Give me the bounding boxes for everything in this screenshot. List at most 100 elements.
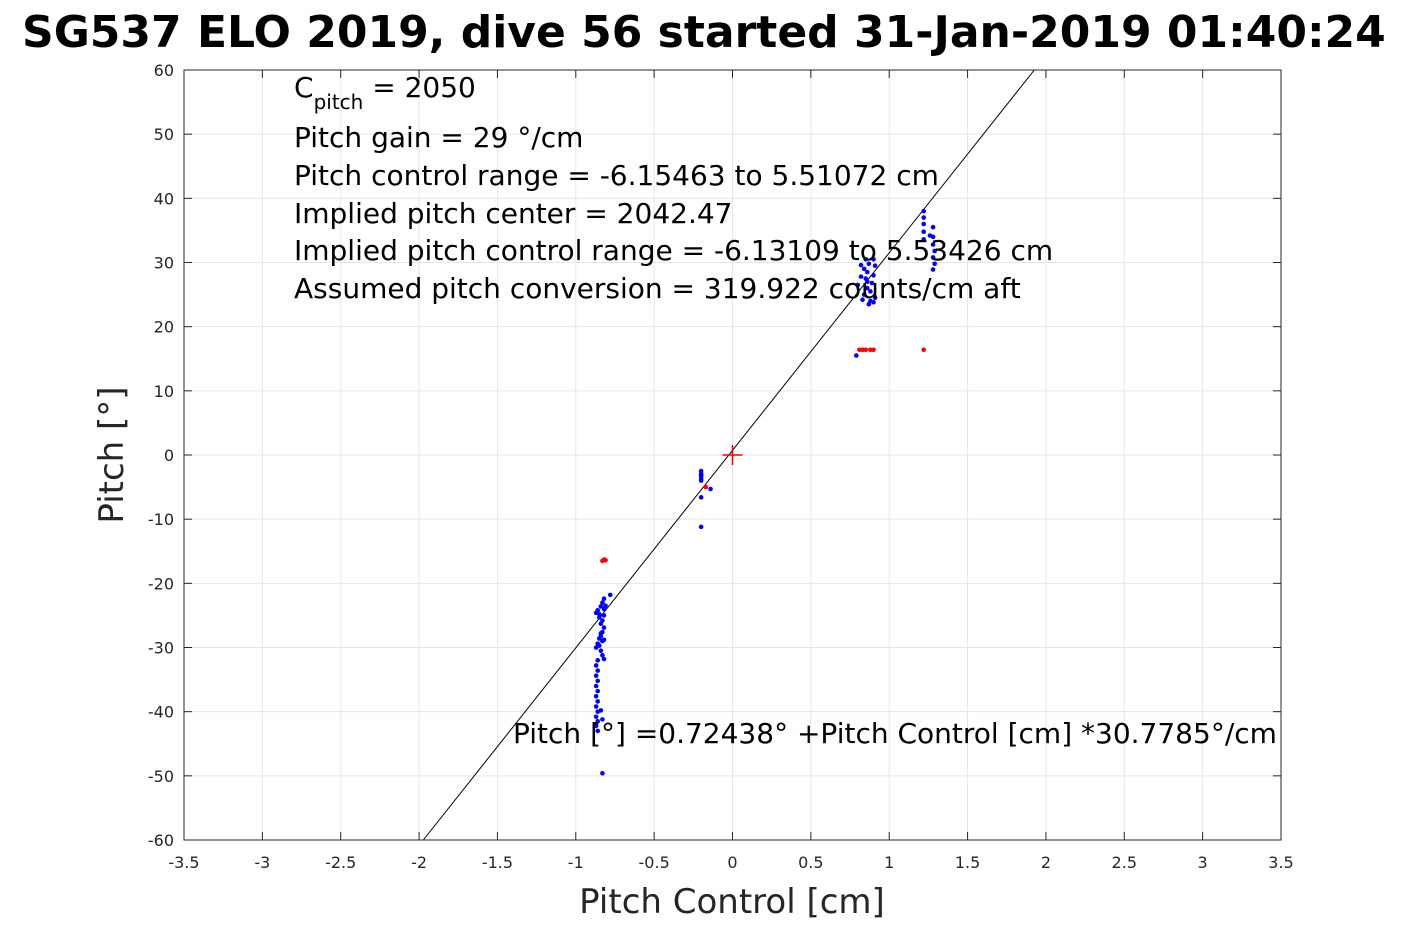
data-point (601, 596, 607, 602)
y-tick-label: 50 (154, 125, 174, 144)
data-point (596, 615, 602, 620)
data-point (698, 472, 704, 478)
y-tick-label: -10 (148, 510, 174, 529)
x-tick-label: -0.5 (639, 853, 670, 872)
data-point (860, 297, 865, 303)
implied-center-annotation: Implied pitch center = 2042.47 (294, 197, 732, 230)
data-point (601, 656, 607, 662)
data-point (595, 688, 601, 694)
data-point (921, 208, 926, 214)
data-point (600, 652, 605, 658)
data-point (930, 242, 936, 247)
data-point (858, 262, 864, 268)
data-point (861, 266, 867, 272)
data-point (698, 524, 704, 530)
x-tick-label: -2 (411, 853, 427, 872)
data-point (596, 636, 602, 641)
x-tick-label: -1.5 (482, 853, 513, 872)
data-point (866, 261, 872, 267)
data-point (930, 234, 936, 240)
data-point (932, 248, 937, 254)
x-ticks: -3.5 -3 -2.5 -2 -1.5 -1 -0.5 0 0.5 1 1.5 2 2.5 3 3.5 (168, 70, 1294, 872)
data-point (864, 285, 870, 291)
conversion-annotation: Assumed pitch conversion = 319.922 count… (294, 272, 1021, 305)
data-point (593, 693, 599, 699)
data-point (869, 280, 875, 286)
data-point (593, 663, 599, 668)
x-tick-label: 3 (1198, 853, 1208, 872)
data-point (921, 347, 926, 353)
x-tick-label: 1 (884, 853, 894, 872)
c-pitch-value: = 2050 (363, 71, 476, 104)
x-tick-label: -3 (254, 853, 270, 872)
scatter-points (593, 208, 937, 776)
data-point (595, 699, 601, 704)
x-tick-label: 0 (727, 853, 737, 872)
y-tick-label: 60 (154, 61, 174, 80)
data-point (871, 347, 876, 353)
data-point (600, 638, 605, 644)
x-tick-label: -2.5 (325, 853, 356, 872)
implied-range-annotation: Implied pitch control range = -6.13109 t… (294, 234, 1053, 267)
data-point (600, 770, 605, 776)
y-tick-label: -60 (148, 831, 174, 850)
data-point (593, 683, 599, 689)
y-tick-label: 0 (164, 446, 174, 465)
data-point (601, 625, 607, 630)
x-axis-label: Pitch Control [cm] (579, 882, 885, 922)
data-point (863, 276, 869, 281)
y-tick-label: -50 (148, 767, 174, 786)
data-point (598, 604, 604, 609)
data-point (872, 263, 878, 269)
data-point (607, 592, 613, 598)
x-tick-label: 1.5 (955, 853, 980, 872)
data-point (863, 347, 869, 353)
x-tick-label: -1 (568, 853, 584, 872)
data-point (598, 708, 604, 713)
data-point (598, 631, 604, 636)
y-axis-label: Pitch [°] (92, 386, 132, 523)
data-point (921, 237, 926, 242)
y-ticks: -60 -50 -40 -30 -20 -10 0 10 20 30 40 50 60 (148, 61, 1281, 850)
series-1 (600, 347, 926, 564)
data-point (921, 215, 926, 220)
annotation-block: Cpitch = 2050 Pitch gain = 29 °/cm Pitch… (294, 71, 1053, 305)
data-point (872, 295, 878, 301)
data-point (595, 668, 601, 673)
data-point (866, 301, 872, 307)
data-point (598, 621, 604, 627)
data-point (868, 289, 873, 294)
x-tick-label: 2.5 (1112, 853, 1137, 872)
data-point (595, 658, 601, 663)
data-point (601, 613, 607, 618)
y-tick-label: 20 (154, 318, 174, 337)
y-tick-label: 40 (154, 189, 174, 208)
data-point (871, 273, 876, 278)
y-tick-label: 10 (154, 382, 174, 401)
control-range-annotation: Pitch control range = -6.15463 to 5.5107… (294, 159, 939, 192)
data-point (703, 484, 709, 490)
data-point (600, 600, 605, 605)
data-point (698, 495, 704, 500)
y-tick-label: -40 (148, 703, 174, 722)
data-point (930, 255, 936, 260)
y-tick-label: -30 (148, 639, 174, 658)
c-pitch-subscript: pitch (314, 90, 364, 114)
data-point (861, 292, 867, 297)
center-marker-group (722, 445, 743, 465)
c-pitch-symbol: C (294, 71, 314, 104)
data-point (854, 353, 859, 358)
data-point (871, 256, 876, 262)
data-point (932, 261, 937, 267)
data-point (595, 728, 601, 734)
pitch-gain-annotation: Pitch gain = 29 °/cm (294, 121, 583, 154)
data-point (858, 274, 864, 279)
data-point (593, 610, 599, 616)
data-point (603, 603, 608, 609)
data-point (698, 478, 704, 483)
x-tick-label: 0.5 (798, 853, 823, 872)
data-point (863, 256, 869, 262)
data-point (603, 557, 608, 563)
y-tick-label: 30 (154, 254, 174, 273)
